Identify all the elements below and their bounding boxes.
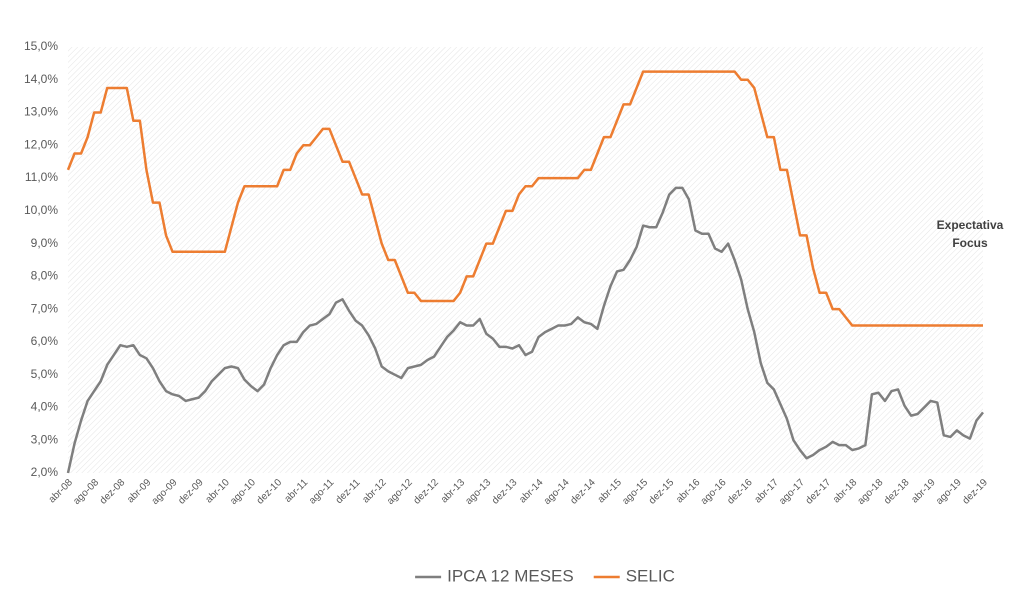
x-tick-label: dez-18 [882,477,912,507]
x-tick-label: ago-19 [934,477,964,507]
x-tick-label: ago-18 [856,477,886,507]
x-tick-label: abr-08 [47,477,76,506]
line-series [66,186,984,474]
y-tick-label: 7,0% [31,301,59,315]
x-tick-label: dez-08 [98,477,128,507]
legend-label: IPCA 12 MESES [447,566,574,585]
x-tick-label: abr-11 [283,477,311,505]
x-tick-label: dez-10 [255,477,285,507]
x-tick-label: ago-16 [699,477,729,507]
x-tick-label: abr-15 [596,477,625,506]
y-tick-label: 11,0% [25,170,58,184]
x-tick-label: dez-09 [176,477,206,507]
y-tick-label: 9,0% [31,236,59,250]
x-tick-label: abr-09 [125,477,154,506]
y-tick-label: 15,0% [24,39,58,53]
x-tick-label: dez-14 [568,477,598,507]
x-tick-label: dez-12 [412,477,442,507]
x-tick-label: ago-08 [71,477,101,507]
y-tick-label: 12,0% [24,137,58,151]
y-tick-label: 14,0% [24,72,58,86]
x-tick-label: ago-17 [777,477,807,507]
x-tick-label: dez-19 [961,477,991,507]
plot-area [68,47,983,473]
x-tick-label: dez-13 [490,477,520,507]
x-tick-label: dez-15 [647,477,677,507]
annotation: Expectativa [937,218,1004,232]
y-tick-label: 5,0% [31,367,59,381]
y-tick-label: 3,0% [31,432,59,446]
x-tick-label: abr-16 [674,477,703,506]
line-series [66,70,983,327]
y-tick-label: 13,0% [24,105,58,119]
annotation: Focus [952,236,988,250]
x-tick-label: ago-12 [385,477,415,507]
x-tick-label: ago-14 [542,477,572,507]
x-tick-label: abr-19 [909,477,938,506]
x-tick-label: dez-17 [804,477,834,507]
x-tick-label: abr-17 [753,477,782,506]
x-tick-label: abr-10 [204,477,233,506]
x-tick-label: dez-16 [725,477,755,507]
x-tick-label: ago-11 [307,477,337,507]
x-tick-label: abr-18 [831,477,860,506]
x-tick-label: ago-10 [228,477,258,507]
x-tick-label: ago-13 [463,477,493,507]
x-tick-label: abr-13 [439,477,468,506]
x-tick-label: abr-14 [517,477,546,506]
x-tick-label: abr-12 [360,477,389,506]
y-tick-label: 4,0% [31,400,59,414]
legend-label: SELIC [626,566,675,585]
y-tick-label: 10,0% [24,203,58,217]
y-tick-label: 6,0% [31,334,59,348]
y-tick-label: 2,0% [31,465,59,479]
y-tick-label: 8,0% [31,269,59,283]
x-tick-label: ago-09 [150,477,180,507]
x-tick-label: dez-11 [334,477,363,506]
x-tick-label: ago-15 [620,477,650,507]
